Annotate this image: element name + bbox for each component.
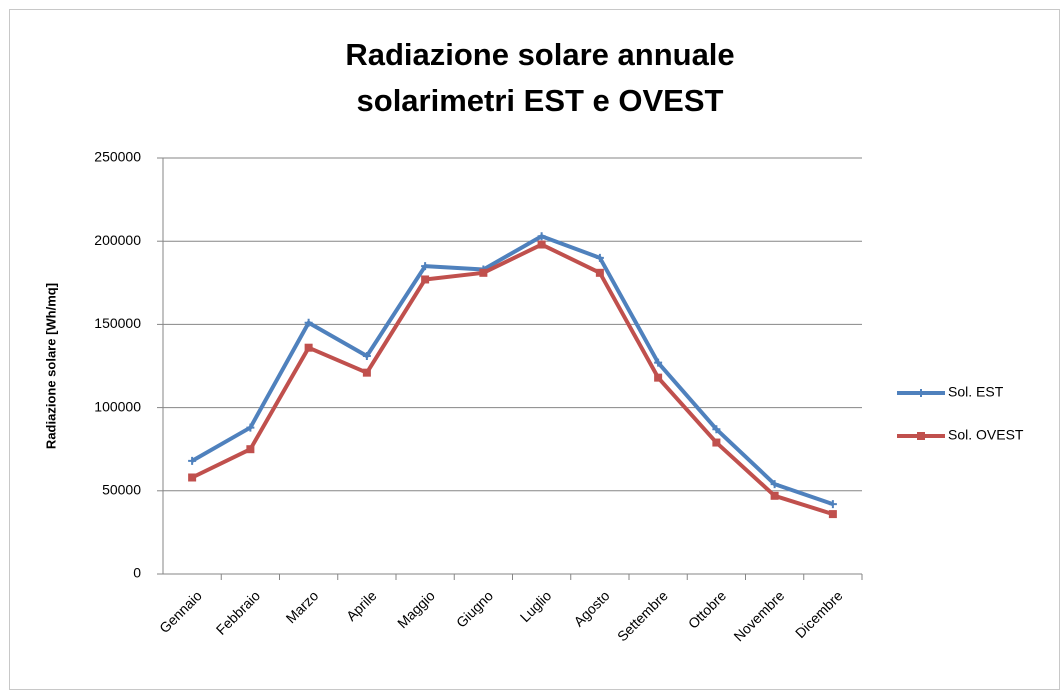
marker [246,423,255,432]
legend-marker [917,432,925,440]
marker [712,438,721,447]
y-tick-label: 100000 [94,398,141,414]
marker [246,445,255,454]
chart-border [9,9,1060,690]
y-tick-label: 0 [133,565,141,581]
legend-label: Sol. OVEST [948,427,1024,443]
marker [362,352,371,361]
marker [304,318,313,327]
marker [828,510,837,519]
marker [654,373,663,382]
marker [595,268,604,277]
y-tick-label: 200000 [94,232,141,248]
y-tick-label: 250000 [94,149,141,165]
marker [188,456,197,465]
marker [188,473,197,482]
marker [304,343,313,352]
series-line [191,234,834,507]
marker [770,491,779,500]
legend-label: Sol. EST [948,384,1004,400]
marker [770,480,779,489]
series-line [191,242,834,517]
marker [421,262,430,271]
chart-title: solarimetri EST e OVEST [357,83,724,118]
marker [421,275,430,284]
y-tick-label: 150000 [94,315,141,331]
marker [654,358,663,367]
y-tick-label: 50000 [102,482,141,498]
marker [712,425,721,434]
marker [537,232,546,241]
marker [362,368,371,377]
y-axis-label: Radiazione solare [Wh/mq] [43,283,58,449]
chart-title: Radiazione solare annuale [345,37,734,72]
legend-marker [917,389,925,397]
marker [537,240,546,249]
marker [595,253,604,262]
marker [479,268,488,277]
marker [828,500,837,509]
